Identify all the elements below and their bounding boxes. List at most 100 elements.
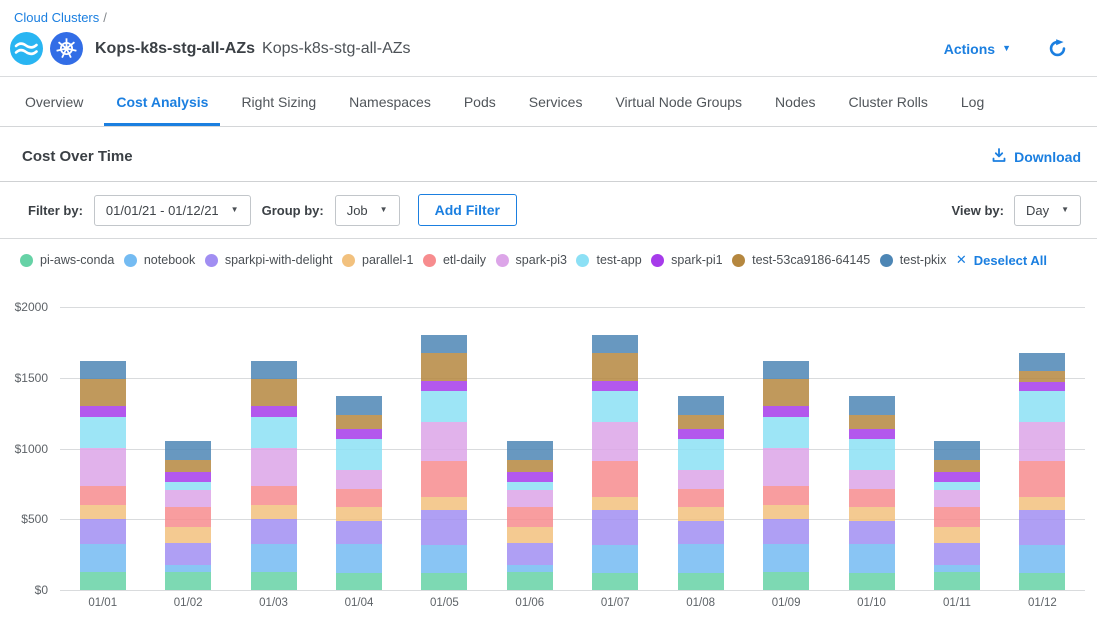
tab-cluster-rolls[interactable]: Cluster Rolls: [837, 77, 940, 126]
bar-segment-sparkpi-with-delight[interactable]: [507, 543, 553, 566]
bar-segment-sparkpi-with-delight[interactable]: [1019, 510, 1065, 545]
deselect-all-button[interactable]: ✕Deselect All: [956, 252, 1047, 268]
bar-segment-notebook[interactable]: [678, 544, 724, 573]
bar-segment-pi-aws-conda[interactable]: [1019, 573, 1065, 590]
bar-segment-spark-pi1[interactable]: [507, 472, 553, 482]
bar-segment-parallel-1[interactable]: [251, 505, 297, 519]
tab-pods[interactable]: Pods: [452, 77, 508, 126]
bar-segment-pi-aws-conda[interactable]: [336, 573, 382, 590]
bar-segment-pi-aws-conda[interactable]: [80, 572, 126, 590]
bar-segment-test-app[interactable]: [763, 417, 809, 448]
bar-segment-test-53ca9186-64145[interactable]: [934, 460, 980, 472]
bar-segment-pi-aws-conda[interactable]: [934, 572, 980, 590]
bar-segment-test-pkix[interactable]: [507, 441, 553, 459]
tab-right-sizing[interactable]: Right Sizing: [229, 77, 328, 126]
bar-segment-spark-pi1[interactable]: [934, 472, 980, 482]
bar-segment-pi-aws-conda[interactable]: [165, 572, 211, 590]
bar-segment-etl-daily[interactable]: [763, 486, 809, 505]
bar-segment-spark-pi1[interactable]: [251, 406, 297, 417]
legend-item-pi-aws-conda[interactable]: pi-aws-conda: [20, 253, 114, 267]
bar-segment-etl-daily[interactable]: [849, 489, 895, 507]
bar-segment-spark-pi1[interactable]: [165, 472, 211, 482]
legend-item-etl-daily[interactable]: etl-daily: [423, 253, 486, 267]
bar-segment-test-app[interactable]: [849, 439, 895, 471]
add-filter-button[interactable]: Add Filter: [418, 194, 517, 226]
legend-item-sparkpi-with-delight[interactable]: sparkpi-with-delight: [205, 253, 333, 267]
bar-segment-test-pkix[interactable]: [336, 396, 382, 415]
bar-segment-etl-daily[interactable]: [421, 461, 467, 497]
tab-virtual-node-groups[interactable]: Virtual Node Groups: [603, 77, 754, 126]
legend-item-spark-pi3[interactable]: spark-pi3: [496, 253, 567, 267]
tab-cost-analysis[interactable]: Cost Analysis: [104, 77, 220, 126]
bar-segment-etl-daily[interactable]: [592, 461, 638, 497]
bar-segment-sparkpi-with-delight[interactable]: [678, 521, 724, 544]
bar-segment-etl-daily[interactable]: [80, 486, 126, 505]
bar-segment-spark-pi3[interactable]: [592, 422, 638, 461]
bar-segment-etl-daily[interactable]: [678, 489, 724, 507]
bar-segment-test-53ca9186-64145[interactable]: [592, 353, 638, 381]
bar-segment-test-app[interactable]: [507, 482, 553, 491]
bar-segment-test-53ca9186-64145[interactable]: [336, 415, 382, 428]
bar-segment-etl-daily[interactable]: [336, 489, 382, 507]
bar-segment-notebook[interactable]: [1019, 545, 1065, 573]
bar-segment-test-pkix[interactable]: [849, 396, 895, 415]
tab-namespaces[interactable]: Namespaces: [337, 77, 443, 126]
bar-segment-spark-pi1[interactable]: [336, 429, 382, 439]
bar-segment-test-53ca9186-64145[interactable]: [1019, 371, 1065, 382]
legend-item-spark-pi1[interactable]: spark-pi1: [651, 253, 722, 267]
bar-segment-test-53ca9186-64145[interactable]: [763, 379, 809, 406]
bar-segment-notebook[interactable]: [763, 544, 809, 572]
tab-nodes[interactable]: Nodes: [763, 77, 827, 126]
bar-segment-parallel-1[interactable]: [849, 507, 895, 521]
bar-segment-parallel-1[interactable]: [336, 507, 382, 521]
bar-segment-test-pkix[interactable]: [763, 361, 809, 379]
bar-segment-sparkpi-with-delight[interactable]: [336, 521, 382, 544]
group-by-select[interactable]: Job ▼: [335, 195, 400, 226]
bar-segment-sparkpi-with-delight[interactable]: [934, 543, 980, 566]
bar-segment-spark-pi1[interactable]: [421, 381, 467, 392]
bar-segment-test-app[interactable]: [421, 391, 467, 422]
bar-segment-sparkpi-with-delight[interactable]: [592, 510, 638, 545]
bar-segment-spark-pi3[interactable]: [678, 470, 724, 488]
legend-item-test-pkix[interactable]: test-pkix: [880, 253, 947, 267]
bar-segment-test-app[interactable]: [678, 439, 724, 471]
bar-segment-sparkpi-with-delight[interactable]: [849, 521, 895, 544]
bar-segment-etl-daily[interactable]: [934, 507, 980, 527]
bar-segment-spark-pi3[interactable]: [507, 490, 553, 507]
bar-segment-test-app[interactable]: [1019, 391, 1065, 422]
bar-segment-spark-pi1[interactable]: [678, 429, 724, 439]
bar-segment-test-app[interactable]: [165, 482, 211, 491]
bar-segment-spark-pi1[interactable]: [80, 406, 126, 417]
breadcrumb-link-cloud-clusters[interactable]: Cloud Clusters: [14, 10, 99, 25]
bar-segment-etl-daily[interactable]: [507, 507, 553, 527]
bar-segment-test-pkix[interactable]: [165, 441, 211, 459]
bar-segment-parallel-1[interactable]: [80, 505, 126, 519]
legend-item-test-app[interactable]: test-app: [576, 253, 641, 267]
bar-segment-notebook[interactable]: [336, 544, 382, 573]
bar-segment-pi-aws-conda[interactable]: [421, 573, 467, 590]
bar-segment-test-app[interactable]: [592, 391, 638, 422]
bar-segment-sparkpi-with-delight[interactable]: [763, 519, 809, 544]
bar-segment-notebook[interactable]: [80, 544, 126, 572]
tab-overview[interactable]: Overview: [13, 77, 95, 126]
download-button[interactable]: Download: [991, 147, 1081, 166]
legend-item-notebook[interactable]: notebook: [124, 253, 195, 267]
bar-segment-notebook[interactable]: [592, 545, 638, 573]
bar-segment-notebook[interactable]: [251, 544, 297, 572]
bar-segment-test-53ca9186-64145[interactable]: [251, 379, 297, 406]
bar-segment-spark-pi1[interactable]: [1019, 382, 1065, 391]
bar-segment-spark-pi3[interactable]: [763, 448, 809, 486]
bar-segment-sparkpi-with-delight[interactable]: [80, 519, 126, 544]
bar-segment-spark-pi1[interactable]: [592, 381, 638, 392]
tab-log[interactable]: Log: [949, 77, 996, 126]
bar-segment-parallel-1[interactable]: [421, 497, 467, 510]
bar-segment-test-pkix[interactable]: [1019, 353, 1065, 371]
date-range-select[interactable]: 01/01/21 - 01/12/21 ▼: [94, 195, 251, 226]
bar-segment-sparkpi-with-delight[interactable]: [165, 543, 211, 566]
bar-segment-etl-daily[interactable]: [165, 507, 211, 527]
tab-services[interactable]: Services: [517, 77, 595, 126]
bar-segment-test-pkix[interactable]: [678, 396, 724, 415]
actions-button[interactable]: Actions ▼: [944, 41, 1011, 57]
bar-segment-test-53ca9186-64145[interactable]: [80, 379, 126, 406]
bar-segment-parallel-1[interactable]: [1019, 497, 1065, 510]
